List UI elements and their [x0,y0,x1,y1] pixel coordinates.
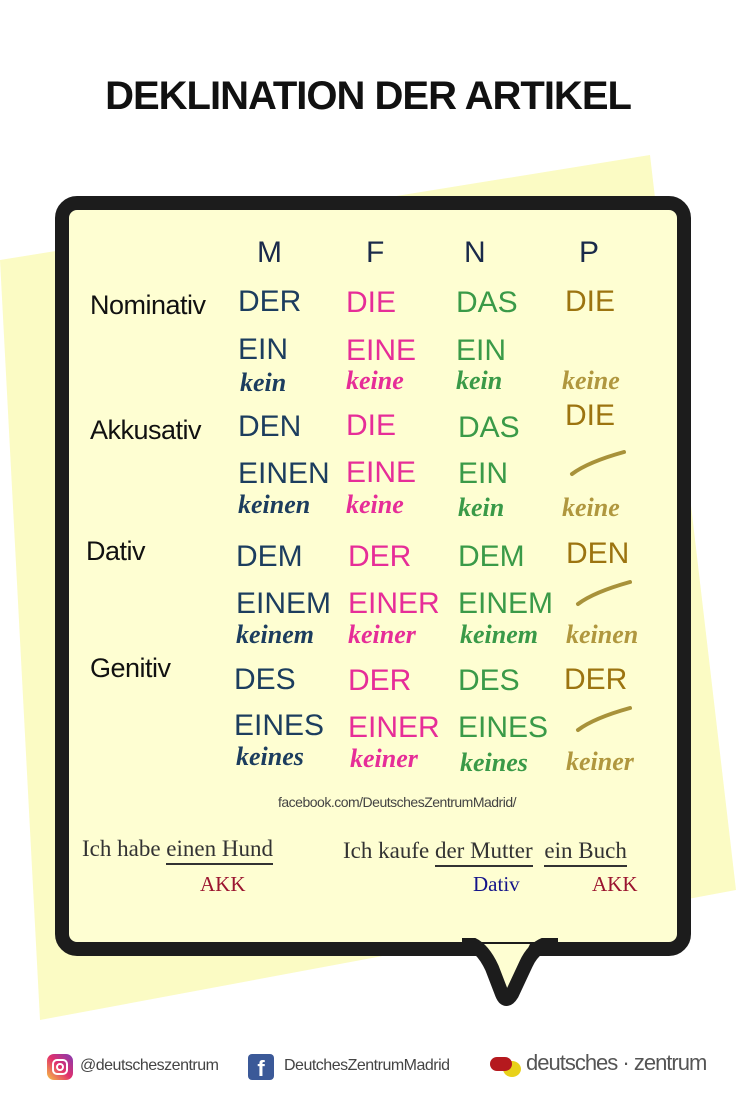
article: EINE [346,456,417,489]
article: DER [238,285,302,318]
article: EIN [458,457,509,490]
case-label-genitiv: Genitiv [90,653,171,683]
case-label-akkusativ: Akkusativ [90,415,202,445]
example-sentence-2: Ich kaufe der Mutter ein Buch [343,838,627,867]
brand-logo-icon [490,1057,521,1077]
article: EINEN [238,457,330,490]
facebook-handle[interactable]: DeutchesZentrumMadrid [284,1057,450,1074]
article: DES [458,664,520,697]
example-sentence-1: Ich habe einen Hund [82,836,273,865]
article: EINER [348,711,440,744]
article: keine [562,493,620,522]
underlined-phrase: der Mutter [434,838,533,867]
article: kein [458,493,505,522]
article: DER [348,664,412,697]
article: DEM [458,540,525,573]
article: keine [562,366,620,395]
article: keinem [236,620,314,649]
article: DAS [456,286,518,319]
article: keinen [238,490,311,519]
article: DEN [566,537,630,570]
article: keine [346,366,404,395]
article: EIN [238,333,289,366]
article: keinem [460,620,538,649]
article: keines [236,742,304,771]
article: EINES [234,709,325,742]
underlined-phrase: einen Hund [166,836,273,865]
speech-bubble [55,196,691,956]
article: DAS [458,411,520,444]
article: DIE [565,285,616,318]
underlined-phrase: ein Buch [544,838,627,867]
article: kein [240,368,287,397]
article: keiner [566,747,634,776]
facebook-url: facebook.com/DeutschesZentrumMadrid/ [278,794,517,810]
article: keines [460,748,528,777]
column-header-n: N [464,236,486,269]
article: DEN [238,410,302,443]
article: EINE [346,334,417,367]
facebook-icon[interactable]: f [248,1054,274,1081]
article: EINEM [236,587,332,620]
case-tag: AKK [200,872,246,896]
article: keiner [350,744,418,773]
article: keine [346,490,404,519]
article: DER [564,663,628,696]
instagram-handle[interactable]: @deutscheszentrum [80,1057,219,1074]
article: EINES [458,711,549,744]
article: DIE [565,399,616,432]
article: keiner [348,620,416,649]
article: kein [456,366,503,395]
article: EIN [456,334,507,367]
article: DIE [346,286,397,319]
case-label-nominativ: Nominativ [90,290,206,320]
case-tag: Dativ [473,872,520,896]
speech-bubble-tail [445,938,570,1006]
instagram-icon[interactable] [47,1054,73,1080]
column-header-p: P [579,236,600,269]
case-tag: AKK [592,872,638,896]
article: keinen [566,620,639,649]
brand-name: deutsches · zentrum [526,1050,707,1075]
article: DER [348,540,412,573]
article: DIE [346,409,397,442]
case-label-dativ: Dativ [86,536,146,566]
article: DEM [236,540,303,573]
dash-mark-icon [576,580,632,606]
sentence-prefix: Ich habe [82,836,161,861]
dash-mark-icon [570,450,626,476]
page-title: DEKLINATION DER ARTIKEL [105,74,632,118]
column-header-m: M [257,236,282,269]
sentence-prefix: Ich kaufe [343,838,430,863]
dash-mark-icon [576,706,632,732]
article: EINER [348,587,440,620]
article: EINEM [458,587,554,620]
article: DES [234,663,296,696]
column-header-f: F [366,236,385,269]
